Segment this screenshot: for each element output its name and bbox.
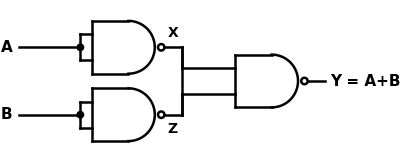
Circle shape — [77, 111, 83, 118]
Text: B: B — [1, 107, 13, 122]
Text: Y = A+B: Y = A+B — [329, 74, 399, 88]
Text: A: A — [1, 40, 13, 55]
Text: Z: Z — [167, 122, 177, 136]
Text: X: X — [167, 26, 178, 40]
Circle shape — [77, 44, 83, 51]
